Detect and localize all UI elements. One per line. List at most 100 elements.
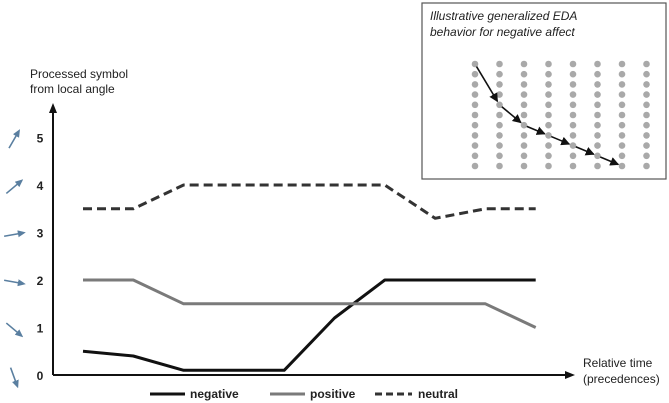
inset-dot bbox=[496, 70, 503, 78]
inset-path-segment bbox=[526, 125, 546, 135]
inset-dot bbox=[545, 162, 552, 170]
inset-dot bbox=[545, 60, 552, 68]
y-axis-label-line-2: from local angle bbox=[30, 82, 115, 96]
inset-dot bbox=[545, 91, 552, 98]
inset-dot-grid bbox=[471, 60, 650, 170]
y-tick-labels: 0 1 2 3 4 5 bbox=[37, 132, 44, 384]
inset-dot bbox=[643, 70, 650, 78]
inset-dot bbox=[643, 132, 650, 139]
inset-dot bbox=[618, 101, 626, 109]
inset-path-segment bbox=[475, 66, 499, 103]
x-axis-label-line-1: Relative time bbox=[583, 356, 653, 370]
y-tick-label-1: 1 bbox=[37, 322, 44, 336]
inset-dot bbox=[643, 152, 650, 160]
inset-dot bbox=[618, 162, 626, 170]
inset-dot bbox=[569, 81, 577, 88]
inset-title-line-1: Illustrative generalized EDA bbox=[430, 9, 577, 23]
series-lines bbox=[82, 183, 537, 372]
inset-dot bbox=[594, 142, 601, 149]
y-tick-label-0: 0 bbox=[37, 369, 44, 383]
inset-path-segment bbox=[575, 146, 595, 156]
inset-dot bbox=[594, 162, 601, 170]
inset-dot bbox=[643, 121, 650, 129]
inset-dot bbox=[471, 70, 479, 78]
inset-path-segment bbox=[599, 156, 620, 166]
inset-border bbox=[421, 2, 667, 180]
inset-dot bbox=[520, 162, 528, 170]
inset-dot bbox=[643, 91, 650, 98]
inset-dot bbox=[618, 70, 626, 78]
angle-arrow-2 bbox=[4, 279, 26, 287]
inset-dot bbox=[520, 132, 528, 139]
inset-dot bbox=[643, 142, 650, 149]
inset-dot bbox=[594, 70, 601, 78]
inset-dot bbox=[643, 81, 650, 88]
inset-dot bbox=[643, 60, 650, 68]
inset-dot bbox=[471, 162, 479, 170]
angle-arrow-5 bbox=[8, 129, 21, 149]
inset-dot bbox=[496, 91, 503, 98]
inset-dot bbox=[569, 121, 577, 129]
inset-dot bbox=[569, 101, 577, 109]
inset-dot bbox=[643, 101, 650, 109]
angle-arrow-0 bbox=[9, 367, 19, 389]
y-tick-label-5: 5 bbox=[37, 132, 44, 146]
x-axis-label-line-2: (precedences) bbox=[583, 372, 660, 386]
inset-dot bbox=[594, 121, 601, 129]
inset-dot bbox=[594, 111, 601, 119]
inset-dot bbox=[594, 81, 601, 88]
inset-dot bbox=[471, 60, 479, 68]
inset-dot bbox=[520, 142, 528, 149]
inset-dot bbox=[569, 60, 577, 68]
inset-dot bbox=[594, 101, 601, 109]
inset-dot bbox=[471, 121, 479, 129]
inset-dot bbox=[569, 142, 577, 149]
inset-dot bbox=[520, 111, 528, 119]
inset-panel: Illustrative generalized EDA behavior fo… bbox=[421, 2, 667, 180]
inset-dot bbox=[496, 111, 503, 119]
legend-negative-label: negative bbox=[190, 387, 239, 401]
inset-dot bbox=[471, 101, 479, 109]
inset-dot bbox=[545, 152, 552, 160]
series-line-negative bbox=[82, 278, 536, 372]
inset-dot bbox=[545, 121, 552, 129]
inset-path-segment bbox=[501, 106, 522, 124]
inset-dot bbox=[618, 121, 626, 129]
angle-arrows bbox=[4, 129, 26, 389]
inset-dot bbox=[545, 101, 552, 109]
inset-dot bbox=[594, 91, 601, 98]
legend: negative positive neutral bbox=[150, 387, 458, 401]
inset-dot bbox=[618, 142, 626, 149]
inset-dot bbox=[520, 81, 528, 88]
inset-dot bbox=[471, 142, 479, 149]
legend-neutral-label: neutral bbox=[418, 387, 458, 401]
inset-dot bbox=[569, 91, 577, 98]
inset-title-line-2: behavior for negative affect bbox=[430, 25, 575, 39]
inset-dot bbox=[594, 60, 601, 68]
inset-dot bbox=[594, 132, 601, 139]
inset-dot bbox=[618, 91, 626, 98]
inset-dot bbox=[569, 132, 577, 139]
inset-dot bbox=[618, 60, 626, 68]
inset-path-segment bbox=[550, 135, 571, 146]
inset-dot bbox=[569, 111, 577, 119]
inset-dot bbox=[496, 121, 503, 129]
inset-dot bbox=[545, 70, 552, 78]
inset-dot bbox=[471, 91, 479, 98]
inset-dot bbox=[520, 70, 528, 78]
inset-dot bbox=[545, 142, 552, 149]
inset-dot bbox=[643, 162, 650, 170]
inset-dot bbox=[496, 132, 503, 139]
inset-dot bbox=[569, 152, 577, 160]
angle-arrow-3 bbox=[4, 230, 26, 238]
inset-dot bbox=[496, 60, 503, 68]
inset-dot bbox=[520, 121, 528, 129]
inset-dot bbox=[520, 152, 528, 160]
inset-dot bbox=[471, 132, 479, 139]
series-line-positive bbox=[83, 278, 537, 329]
inset-path bbox=[475, 66, 620, 166]
inset-dot bbox=[520, 91, 528, 98]
inset-dot bbox=[569, 70, 577, 78]
inset-dot bbox=[618, 111, 626, 119]
inset-dot bbox=[618, 81, 626, 88]
